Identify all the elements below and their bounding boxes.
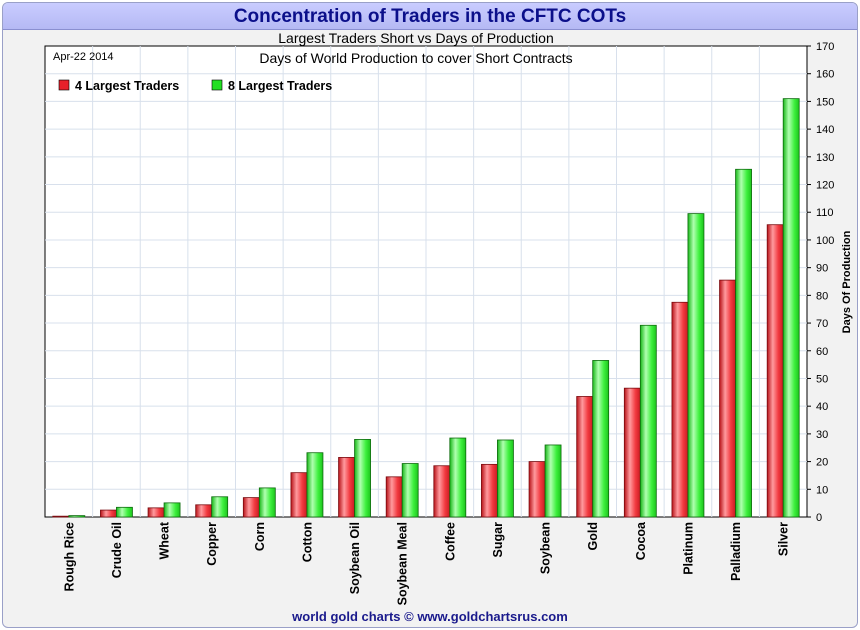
bar-8-largest-soybean-meal — [401, 463, 419, 518]
legend-swatch-4-largest — [58, 79, 70, 91]
bar-4-largest-cotton — [290, 472, 308, 518]
bar-8-largest-silver — [782, 98, 800, 518]
y-tick-label: 110 — [816, 207, 834, 219]
y-tick-label: 130 — [816, 152, 834, 164]
y-tick-label: 30 — [816, 429, 828, 441]
y-tick-label: 170 — [816, 41, 834, 53]
x-tick-label: Cotton — [300, 522, 314, 562]
x-tick-label: Corn — [253, 522, 267, 551]
x-tick-label: Silver — [777, 522, 791, 556]
y-tick-label: 0 — [816, 512, 822, 524]
bar-4-largest-copper — [195, 504, 213, 518]
bar-4-largest-cocoa — [623, 387, 641, 518]
x-tick-label: Palladium — [729, 522, 743, 581]
y-axis-label: Days Of Production — [841, 230, 853, 333]
bar-4-largest-crude-oil — [100, 509, 117, 518]
y-tick-label: 80 — [816, 290, 828, 302]
bar-8-largest-soybean — [544, 444, 562, 518]
bar-4-largest-palladium — [719, 279, 736, 518]
legend-label-4-largest: 4 Largest Traders — [75, 79, 179, 93]
x-tick-label: Crude Oil — [110, 522, 124, 578]
x-tick-label: Gold — [586, 522, 600, 550]
x-tick-label: Platinum — [681, 522, 695, 575]
x-tick-label: Cocoa — [634, 521, 648, 560]
bar-8-largest-copper — [211, 496, 229, 518]
bar-8-largest-soybean-oil — [354, 439, 371, 518]
bar-4-largest-rough-rice — [52, 515, 70, 518]
x-tick-label: Sugar — [491, 522, 505, 558]
y-tick-label: 10 — [816, 484, 828, 496]
bar-4-largest-soybean-oil — [338, 457, 355, 518]
bar-4-largest-corn — [242, 497, 260, 518]
x-axis: Rough Rice Crude Oil Wheat Copper Corn Cotton… — [62, 521, 790, 605]
y-tick-label: 150 — [816, 96, 834, 108]
bar-8-largest-sugar — [497, 439, 514, 518]
x-tick-label: Copper — [205, 522, 219, 566]
bar-8-largest-corn — [258, 487, 276, 518]
bar-8-largest-platinum — [687, 213, 705, 518]
bar-4-largest-sugar — [481, 463, 498, 518]
bar-8-largest-rough-rice — [68, 515, 86, 518]
y-axis: 0 10 20 30 40 50 60 70 80 90 100 110 120 130 140 150 160… — [807, 41, 834, 524]
chart-window-title: Concentration of Traders in the CFTC COT… — [3, 3, 857, 30]
bar-8-largest-coffee — [449, 437, 467, 518]
legend-label-8-largest: 8 Largest Traders — [228, 79, 332, 93]
x-tick-label: Rough Rice — [62, 522, 76, 591]
bars — [52, 98, 800, 518]
bar-4-largest-platinum — [671, 301, 689, 518]
bar-8-largest-cocoa — [639, 324, 657, 518]
bar-8-largest-wheat — [163, 502, 181, 518]
bar-4-largest-coffee — [433, 465, 451, 518]
x-tick-label: Coffee — [443, 522, 457, 561]
footer-credit: world gold charts © www.goldchartsrus.co… — [292, 609, 568, 624]
y-tick-label: 140 — [816, 124, 834, 136]
date-label: Apr-22 2014 — [53, 51, 114, 63]
bar-8-largest-gold — [592, 360, 610, 518]
bar-8-largest-cotton — [306, 452, 324, 518]
y-tick-label: 120 — [816, 180, 834, 192]
y-tick-label: 20 — [816, 457, 828, 469]
x-tick-label: Soybean — [539, 522, 553, 574]
chart-title: Largest Traders Short vs Days of Product… — [278, 30, 553, 46]
x-tick-label: Soybean Meal — [396, 522, 410, 605]
y-tick-label: 90 — [816, 263, 828, 275]
y-tick-label: 50 — [816, 373, 828, 385]
legend-swatch-8-largest — [211, 79, 223, 91]
bar-4-largest-soybean — [528, 461, 546, 518]
bar-4-largest-silver — [766, 224, 784, 518]
y-tick-label: 100 — [816, 235, 834, 247]
y-tick-label: 40 — [816, 401, 828, 413]
y-tick-label: 60 — [816, 346, 828, 358]
bar-8-largest-crude-oil — [116, 506, 133, 518]
legend: 4 Largest Traders 8 Largest Traders — [58, 79, 332, 93]
bar-4-largest-gold — [576, 396, 594, 518]
y-tick-label: 70 — [816, 318, 828, 330]
bar-8-largest-palladium — [735, 168, 752, 518]
bar-4-largest-wheat — [147, 507, 165, 518]
bar-4-largest-soybean-meal — [385, 476, 403, 518]
x-tick-label: Wheat — [158, 521, 172, 559]
chart-subtitle: Days of World Production to cover Short … — [259, 50, 572, 66]
x-tick-label: Soybean Oil — [348, 522, 362, 594]
y-tick-label: 160 — [816, 69, 834, 81]
